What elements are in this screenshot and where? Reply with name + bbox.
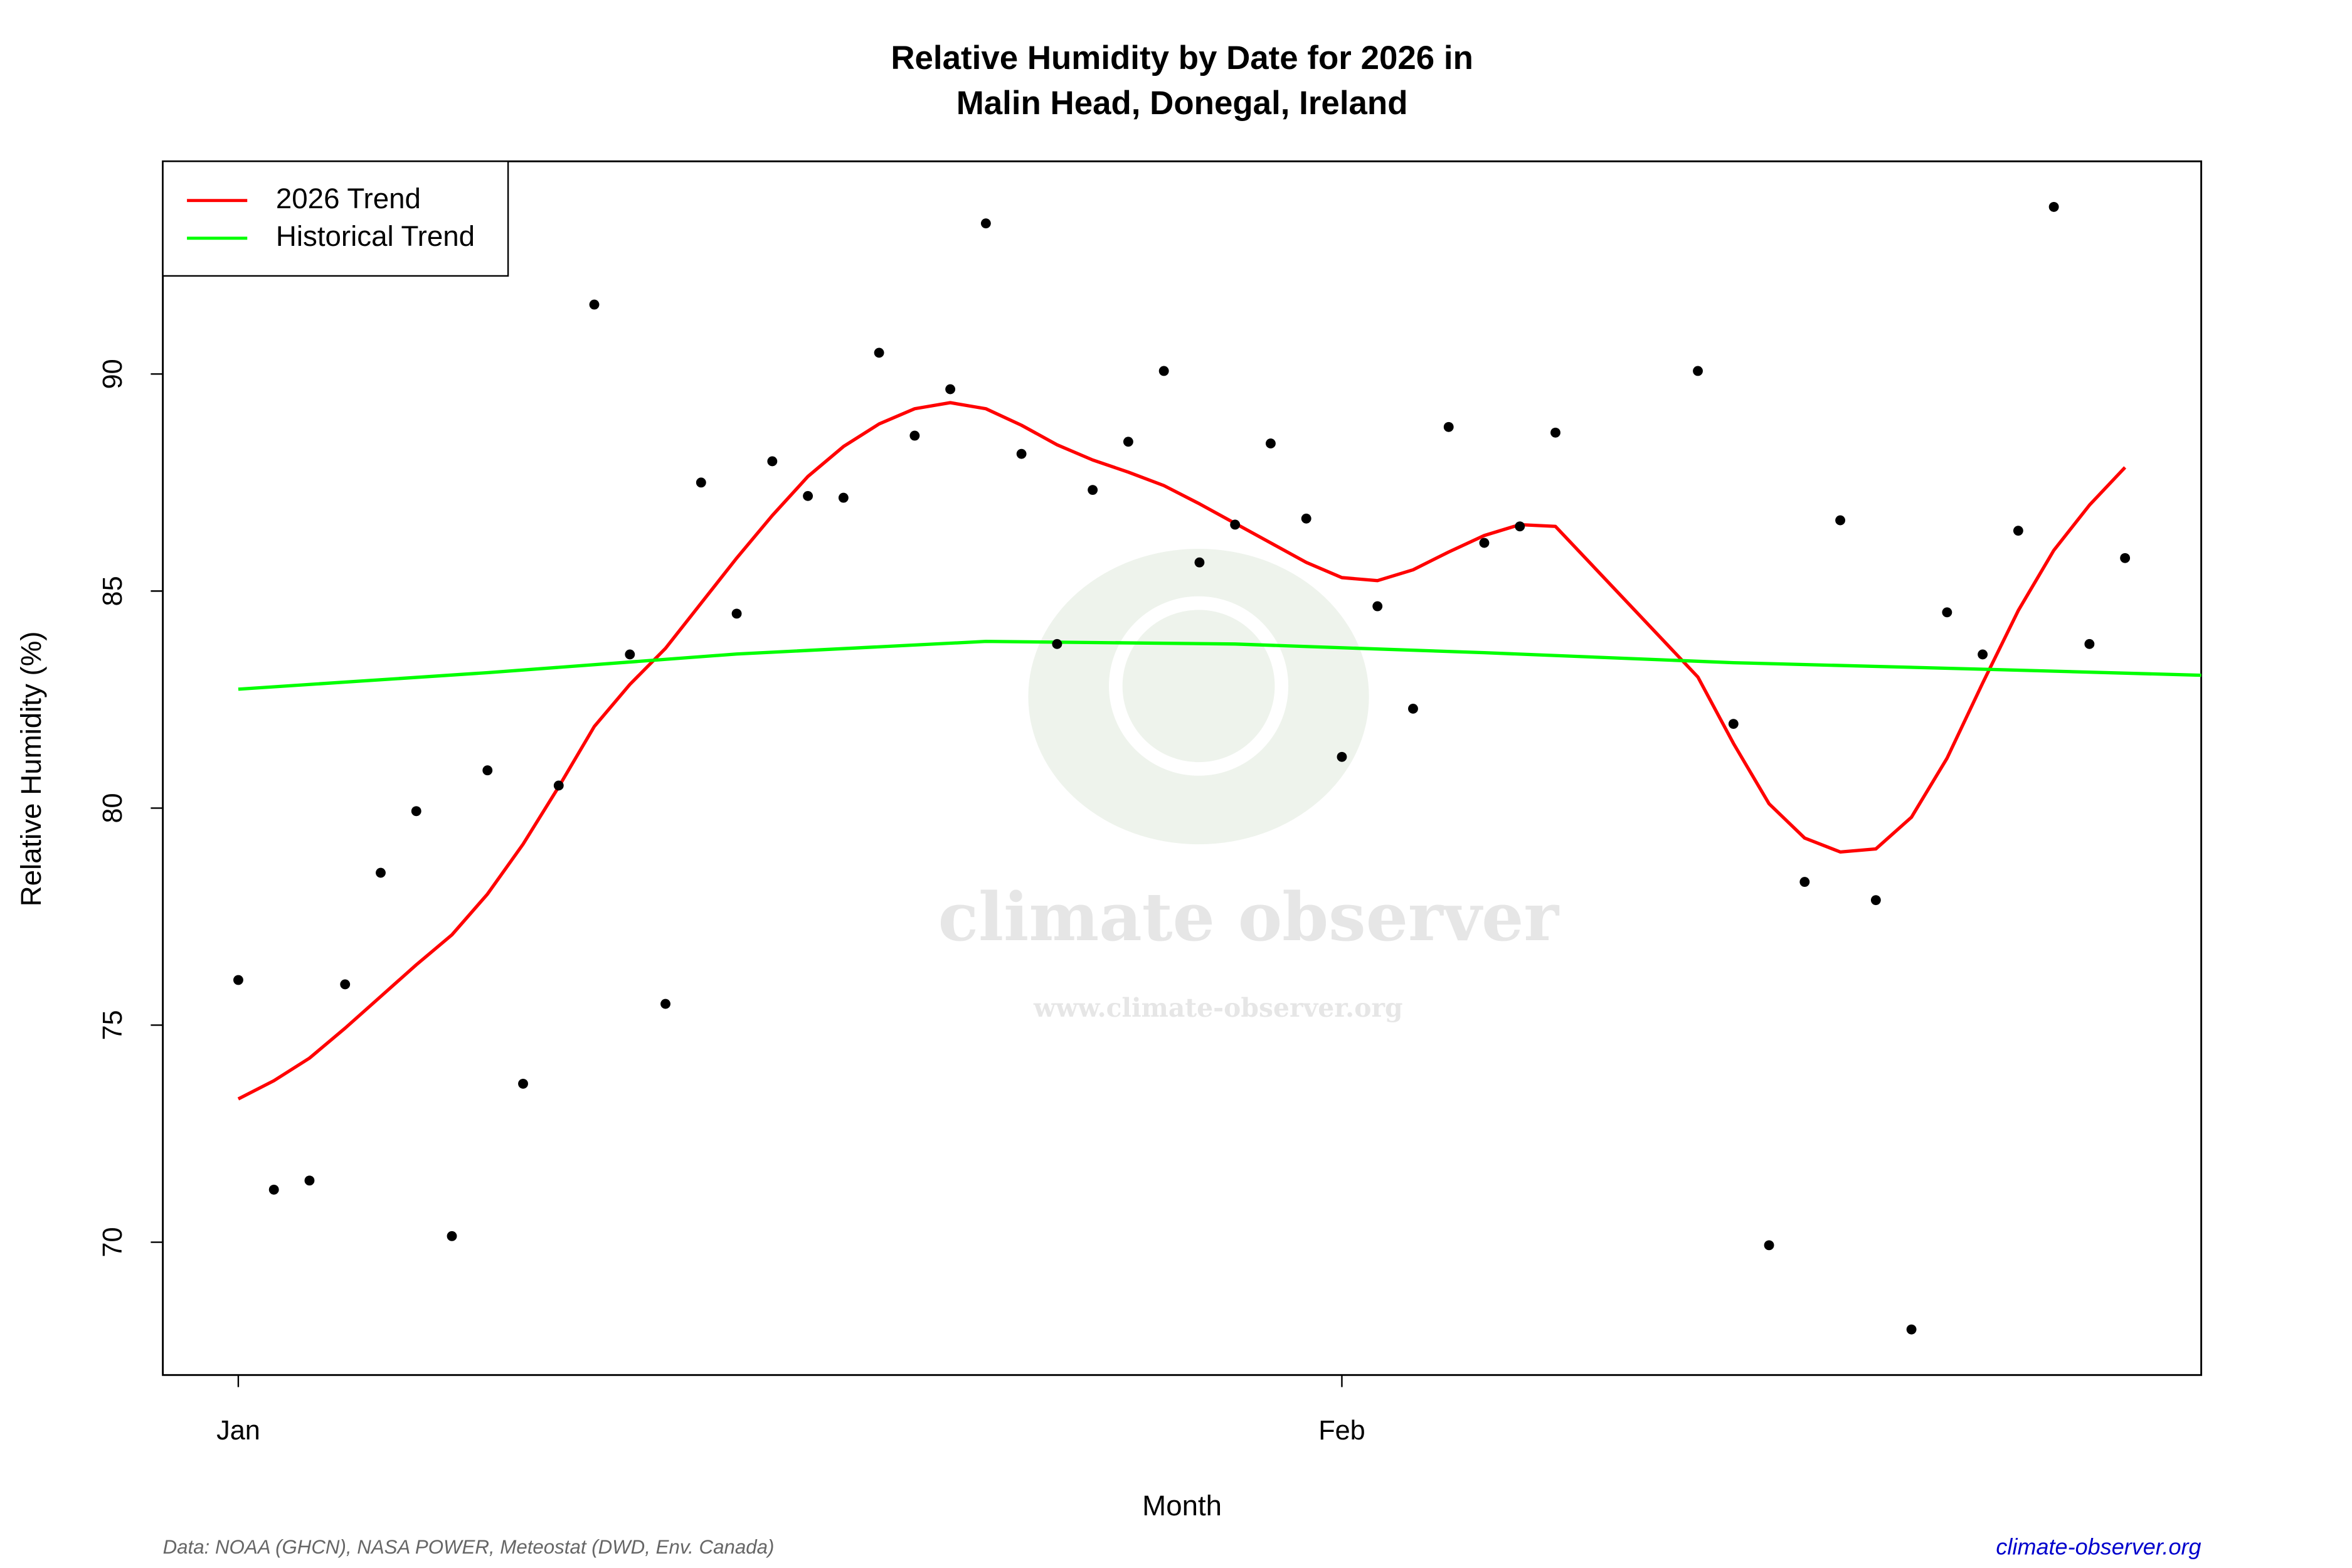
data-point — [874, 347, 884, 358]
data-point — [2048, 201, 2059, 212]
legend-box — [162, 161, 509, 277]
data-point — [696, 477, 706, 488]
chart-title: Malin Head, Donegal, Ireland — [956, 85, 1408, 122]
credit-link[interactable]: climate-observer.org — [1996, 1534, 2201, 1559]
watermark-logo — [1028, 549, 1369, 845]
data-point — [1942, 607, 1952, 618]
data-point — [518, 1078, 528, 1089]
data-point — [1870, 895, 1881, 906]
data-point — [340, 979, 351, 990]
chart-title: Relative Humidity by Date for 2026 in — [891, 40, 1473, 77]
data-point — [1337, 751, 1347, 762]
data-point — [909, 430, 920, 441]
data-point — [447, 1231, 457, 1241]
data-point — [1693, 366, 1703, 376]
data-point — [945, 384, 956, 395]
data-point — [2084, 638, 2095, 649]
x-axis-label: Month — [1142, 1490, 1222, 1522]
plot-frame — [162, 160, 2203, 1376]
data-point — [268, 1184, 279, 1195]
data-point — [1266, 438, 1276, 449]
data-point — [1301, 513, 1311, 524]
data-point — [1443, 421, 1454, 432]
data-point — [660, 999, 670, 1009]
data-point — [1016, 448, 1027, 459]
data-point — [1230, 519, 1241, 530]
data-point — [1978, 649, 1988, 660]
data-point — [553, 780, 564, 791]
data-point — [1728, 719, 1739, 729]
data-point — [625, 649, 635, 660]
data-point — [1372, 601, 1383, 612]
x-tick-label: Feb — [1318, 1416, 1365, 1446]
y-tick-label: 80 — [98, 793, 128, 823]
data-point — [1088, 485, 1098, 495]
watermark-globe — [1109, 596, 1289, 776]
data-point — [1515, 521, 1525, 532]
data-point — [1123, 437, 1133, 447]
data-point — [1158, 366, 1169, 376]
data-point — [1835, 515, 1846, 526]
legend: 2026 Trend Historical Trend — [162, 161, 509, 277]
data-point — [1799, 877, 1810, 887]
source-note: Data: NOAA (GHCN), NASA POWER, Meteostat… — [163, 1536, 775, 1558]
data-point — [589, 299, 600, 310]
data-point — [980, 218, 991, 229]
data-point — [1906, 1324, 1917, 1335]
trend-line — [238, 640, 2201, 691]
legend-label: 2026 Trend — [276, 183, 421, 215]
data-point — [482, 765, 493, 776]
data-point — [1764, 1240, 1774, 1251]
x-tick-label: Jan — [216, 1416, 260, 1446]
data-point — [1052, 638, 1062, 649]
data-point — [233, 975, 243, 985]
data-point — [1550, 427, 1560, 438]
data-point — [1408, 704, 1418, 714]
data-point — [411, 806, 421, 817]
y-tick-label: 85 — [98, 576, 128, 606]
watermark: climate observer www.climate-observer.or… — [938, 549, 1560, 1023]
data-point — [2013, 526, 2023, 536]
data-point — [376, 867, 386, 878]
data-point — [731, 608, 742, 619]
legend-label: Historical Trend — [276, 220, 475, 252]
data-point — [838, 492, 849, 503]
data-point — [304, 1175, 315, 1186]
data-point — [1194, 557, 1205, 568]
data-point — [2120, 553, 2131, 563]
watermark-url: www.climate-observer.org — [1033, 993, 1403, 1023]
y-tick-label: 70 — [98, 1227, 128, 1257]
y-tick-label: 90 — [98, 359, 128, 389]
y-axis-label: Relative Humidity (%) — [15, 632, 47, 907]
watermark-title: climate observer — [938, 878, 1560, 956]
trend-line — [237, 401, 2127, 1101]
data-point — [803, 490, 813, 501]
y-tick-label: 75 — [98, 1010, 128, 1040]
data-point — [1479, 538, 1490, 548]
data-point — [767, 456, 778, 467]
